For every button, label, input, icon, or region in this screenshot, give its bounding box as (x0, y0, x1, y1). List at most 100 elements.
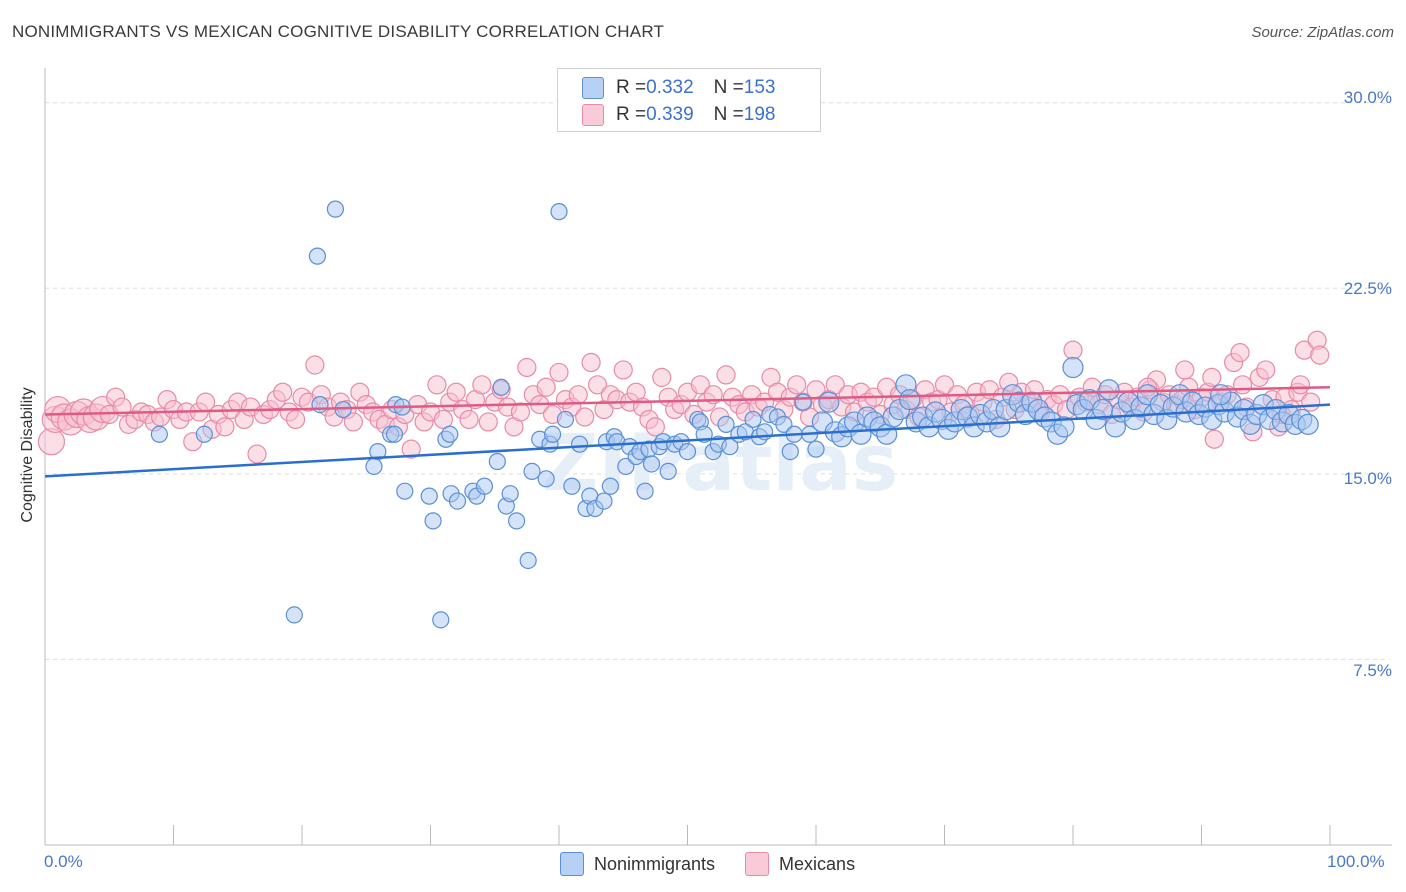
mexican-point (613, 360, 633, 380)
mexican-point (510, 402, 531, 422)
x-tick-max: 100.0% (1327, 852, 1385, 871)
nonimmigrant-point (642, 455, 661, 473)
x-tick-min: 0.0% (44, 852, 83, 871)
nonimmigrant-point (523, 462, 541, 480)
mexican-point (1233, 375, 1253, 395)
nonimmigrant-point (1098, 379, 1120, 401)
mexican-point (433, 409, 453, 430)
nonimmigrant-point (543, 425, 562, 443)
nonimmigrant-point (311, 395, 329, 414)
mexican-point (1063, 340, 1083, 360)
legend-r-value-2: 0.339 (646, 104, 694, 125)
nonimmigrant-point (501, 485, 519, 503)
pink-swatch (582, 104, 604, 126)
series-legend: Nonimmigrants Mexicans (560, 852, 885, 876)
nonimmigrant-point (396, 482, 414, 500)
nonimmigrant-point (432, 611, 450, 629)
legend-n-label-1: N = (713, 77, 744, 98)
chart-title: NONIMMIGRANTS VS MEXICAN COGNITIVE DISAB… (12, 22, 665, 41)
mexican-point (549, 362, 569, 383)
nonimmigrant-point (659, 462, 677, 480)
mexican-point (247, 444, 267, 464)
mexican-point (1175, 360, 1195, 380)
nonimmigrant-point (563, 477, 581, 495)
legend-r-label-1: R = (616, 77, 647, 98)
nonimmigrant-point (285, 606, 303, 624)
mexican-point (37, 428, 66, 456)
mexicans-swatch (745, 852, 770, 876)
mexican-point (1310, 345, 1330, 365)
mexican-point (343, 412, 363, 432)
mexican-point (1256, 360, 1276, 380)
nonimmigrant-point (1210, 384, 1232, 406)
nonimmigrant-point (601, 477, 620, 495)
mexicans-trendline (44, 386, 1331, 416)
mexican-point (568, 385, 588, 405)
y-tick-22-5: 22.5% (1343, 279, 1392, 298)
mexican-point (1202, 367, 1222, 387)
mexican-point (690, 375, 710, 395)
mexican-point (787, 375, 807, 395)
legend-row-mexicans: R = 0.339 N = 198 (582, 104, 775, 126)
mexican-point (472, 375, 492, 395)
nonimmigrants-swatch (560, 852, 584, 876)
nonimmigrant-point (369, 443, 387, 461)
nonimmigrant-point (595, 492, 613, 510)
mexican-point (536, 377, 556, 397)
mexican-point (273, 382, 293, 402)
mexican-point (517, 357, 537, 378)
nonimmigrant-point (492, 378, 510, 396)
nonimmigrant-point (420, 487, 438, 505)
legend-item-mexicans[interactable]: Mexicans (745, 852, 855, 876)
stats-legend: R = 0.332 N = 153 R = 0.339 N = 198 (557, 68, 821, 132)
nonimmigrant-point (717, 415, 735, 433)
mexican-point (645, 417, 665, 437)
mexican-point (652, 367, 672, 387)
nonimmigrant-point (326, 200, 345, 218)
mexican-point (581, 352, 601, 373)
legend-n-label-2: N = (713, 104, 744, 125)
nonimmigrant-point (1053, 416, 1075, 438)
mexican-point (478, 412, 498, 432)
legend-r-label-2: R = (616, 104, 647, 125)
legend-item-nonimmigrants[interactable]: Nonimmigrants (560, 852, 715, 876)
nonimmigrant-point (365, 457, 383, 476)
nonimmigrant-point (550, 203, 568, 221)
nonimmigrant-point (636, 482, 654, 500)
nonimmigrant-point (195, 425, 213, 443)
nonimmigrant-point (424, 512, 442, 530)
nonimmigrants-trendline (44, 403, 1331, 478)
nonimmigrant-point (678, 443, 697, 461)
mexican-point (446, 382, 466, 402)
nonimmigrant-point (617, 457, 635, 476)
mexican-point (1204, 429, 1224, 449)
nonimmigrant-point (1297, 413, 1319, 435)
nonimmigrant-point (775, 415, 793, 433)
mexican-point (305, 355, 325, 375)
y-axis-label: Cognitive Disability (19, 387, 36, 523)
mexican-point (285, 409, 306, 430)
mexican-point (1230, 343, 1250, 363)
legend-n-value-1: 153 (743, 77, 776, 98)
nonimmigrant-point (570, 435, 589, 453)
mexican-point (401, 439, 421, 459)
nonimmigrant-point (537, 470, 555, 488)
nonimmigrant-point (385, 425, 404, 443)
nonimmigrant-point (150, 425, 168, 443)
nonimmigrant-point (441, 425, 459, 443)
mexican-point (587, 375, 608, 395)
mexican-point (215, 417, 235, 437)
legend-row-nonimmigrants: R = 0.332 N = 153 (582, 77, 775, 99)
nonimmigrant-point (744, 410, 762, 429)
legend-r-value-1: 0.332 (646, 77, 694, 98)
nonimmigrant-point (507, 512, 526, 530)
mexican-point (716, 365, 736, 385)
nonimmigrant-point (308, 247, 327, 265)
y-tick-7-5: 7.5% (1353, 661, 1392, 680)
legend-label-nonimmigrants: Nonimmigrants (594, 853, 716, 874)
nonimmigrant-point (519, 551, 537, 570)
nonimmigrant-point (556, 410, 575, 429)
y-tick-15: 15.0% (1343, 469, 1392, 488)
blue-swatch (582, 77, 604, 99)
